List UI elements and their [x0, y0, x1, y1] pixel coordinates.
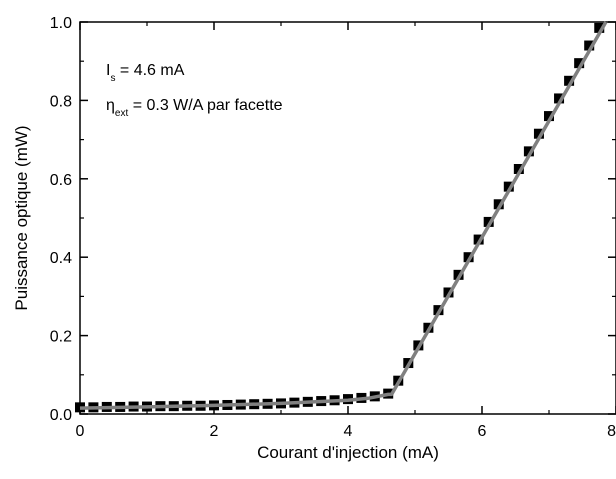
- data-point: [523, 146, 534, 157]
- data-point: [513, 164, 524, 174]
- data-point: [574, 58, 585, 69]
- y-tick-label: 1.0: [50, 15, 72, 32]
- annotation-efficiency-subscript: ext: [115, 108, 129, 119]
- axis-ticks: [79, 21, 616, 415]
- annotation-threshold-symbol: I: [106, 62, 110, 79]
- annotation-efficiency-text: = 0.3 W/A par facette: [128, 97, 282, 114]
- data-point: [483, 216, 494, 227]
- data-point: [473, 234, 484, 245]
- annotation-efficiency-symbol: η: [106, 97, 115, 114]
- data-point: [544, 111, 554, 122]
- y-tick-label: 0.6: [50, 172, 72, 189]
- annotation-threshold-text: = 4.6 mA: [115, 62, 184, 79]
- x-tick-label: 0: [76, 423, 85, 440]
- data-point: [564, 75, 575, 86]
- measured-points: [75, 22, 605, 413]
- plot-frame: [79, 21, 616, 415]
- y-tick-label: 0.4: [50, 250, 72, 267]
- data-point: [533, 128, 544, 139]
- x-tick-label: 8: [607, 423, 616, 440]
- data-point: [493, 199, 504, 210]
- y-tick-label: 0.0: [50, 407, 72, 424]
- fit-line-path: [79, 21, 608, 410]
- x-tick-label: 2: [210, 423, 219, 440]
- data-point: [594, 22, 605, 33]
- x-tick-label: 4: [344, 423, 353, 440]
- y-axis-title: Puissance optique (mW): [12, 125, 31, 310]
- x-tick-label: 6: [478, 423, 487, 440]
- y-tick-label: 0.2: [50, 329, 72, 346]
- annotation-threshold-subscript: s: [110, 73, 115, 84]
- annotation-threshold: Is = 4.6 mA: [106, 62, 185, 84]
- x-axis-title: Courant d'injection (mA): [257, 443, 439, 462]
- data-point: [503, 181, 514, 192]
- data-point: [554, 93, 565, 104]
- fit-line: [79, 21, 608, 410]
- annotation-efficiency: ηext = 0.3 W/A par facette: [106, 97, 283, 119]
- tick-labels: 0 2 4 6 8 0.0 0.2 0.4 0.6 0.8 1.0: [50, 15, 616, 440]
- data-point: [584, 40, 595, 51]
- y-tick-label: 0.8: [50, 93, 72, 110]
